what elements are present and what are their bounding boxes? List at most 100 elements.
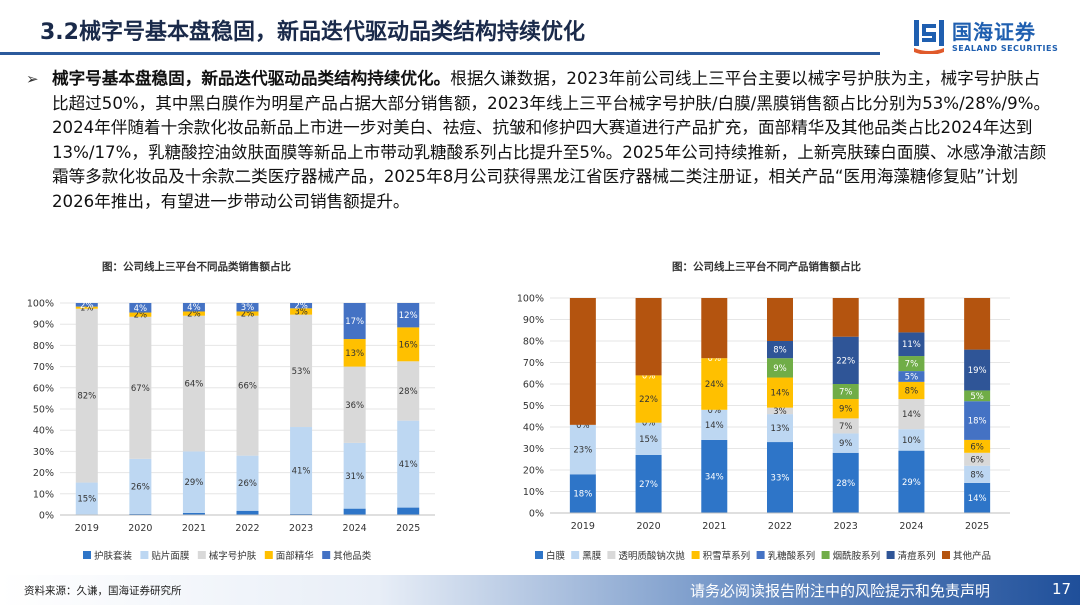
legend-swatch	[197, 551, 206, 559]
data-label: 4%	[187, 303, 201, 313]
legend-label: 透明质酸钠次抛	[618, 550, 685, 562]
data-label: 33%	[771, 474, 790, 484]
data-label: 2%	[294, 302, 308, 312]
bar-segment	[129, 316, 152, 459]
x-tick-label: 2021	[702, 521, 726, 532]
y-tick-label: 80%	[523, 337, 544, 348]
data-label: 6%	[970, 442, 984, 452]
y-tick-label: 20%	[33, 468, 54, 479]
paragraph-body: 根据久谦数据，2023年前公司线上三平台主要以械字号护肤为主，械字号护肤占比超过…	[52, 69, 1051, 211]
data-label: 18%	[573, 490, 592, 500]
legend-label: 积雪草系列	[703, 550, 751, 562]
source-note: 资料来源：久谦，国海证券研究所	[24, 585, 182, 597]
y-tick-label: 90%	[33, 320, 54, 331]
data-label: 26%	[131, 482, 150, 492]
data-label: 14%	[771, 389, 790, 399]
data-label: 66%	[238, 382, 257, 392]
x-tick-label: 2022	[768, 521, 792, 532]
data-label: 4%	[134, 304, 148, 314]
bar-segment	[236, 315, 259, 456]
bar-segment	[701, 358, 728, 410]
legend-swatch	[607, 551, 616, 559]
sealand-logo-icon	[914, 20, 944, 54]
x-tick-label: 2025	[396, 523, 420, 534]
arrow-right-icon: ➢	[26, 70, 39, 88]
bar-segment	[898, 298, 925, 333]
bar-segment	[635, 454, 662, 513]
chart1-title: 图：公司线上三平台不同品类销售额占比	[102, 261, 291, 273]
data-label: 26%	[238, 479, 257, 489]
y-tick-label: 20%	[523, 466, 544, 477]
bar-segment	[767, 442, 793, 513]
data-label: 14%	[705, 421, 724, 431]
bar-segment	[832, 399, 859, 419]
data-label: 18%	[968, 417, 987, 427]
y-tick-label: 70%	[523, 358, 544, 369]
data-label: 82%	[77, 392, 96, 402]
data-label: 2%	[241, 310, 255, 320]
legend-swatch	[942, 551, 950, 559]
bar-segment	[569, 424, 596, 475]
data-label: 41%	[292, 466, 311, 476]
x-tick-label: 2019	[75, 523, 99, 534]
bar-segment	[236, 510, 259, 515]
bar-segment	[343, 366, 366, 443]
data-label: 41%	[399, 460, 418, 470]
data-label: 22%	[639, 395, 658, 405]
data-label: 0%	[576, 421, 590, 431]
x-tick-label: 2023	[289, 523, 313, 534]
bar-segment	[964, 439, 991, 453]
data-label: 15%	[639, 435, 658, 445]
bar-segment	[964, 390, 991, 402]
disclaimer-text: 请务必阅读报告附注中的风险提示和免责声明	[690, 582, 991, 600]
bar-segment	[964, 349, 991, 391]
bar-segment	[75, 482, 98, 515]
bar-segment	[898, 381, 925, 400]
legend-label: 烟酰胺系列	[833, 550, 881, 562]
legend-swatch	[886, 551, 895, 559]
bar-segment	[832, 298, 859, 337]
data-label: 9%	[773, 364, 787, 374]
bar-segment	[290, 303, 313, 309]
bar-segment	[964, 452, 991, 466]
bar-segment	[182, 303, 205, 312]
data-label: 28%	[836, 479, 855, 489]
x-tick-label: 2024	[899, 521, 923, 532]
data-label: 29%	[184, 478, 203, 488]
legend-swatch	[571, 551, 580, 559]
bar-segment	[964, 482, 991, 513]
data-label: 31%	[345, 472, 364, 482]
bar-segment	[569, 474, 596, 513]
brand-name-cn: 国海证券	[952, 20, 1036, 44]
bar-segment	[397, 303, 420, 328]
bar-segment	[898, 450, 925, 513]
data-label: 27%	[639, 480, 658, 490]
legend-label: 黑膜	[582, 551, 602, 562]
bar-segment	[701, 439, 728, 513]
data-label: 14%	[902, 410, 921, 420]
bar-segment	[898, 332, 925, 357]
data-label: 22%	[836, 356, 855, 366]
data-label: 1%	[80, 304, 94, 314]
y-tick-label: 30%	[523, 444, 544, 455]
bar-segment	[397, 507, 420, 515]
data-label: 0%	[642, 419, 656, 429]
legend-label: 械字号护肤	[209, 550, 257, 562]
data-label: 10%	[902, 436, 921, 446]
bar-segment	[964, 465, 991, 483]
data-label: 8%	[773, 346, 787, 356]
data-label: 24%	[705, 380, 724, 390]
legend-swatch	[691, 551, 700, 559]
legend-label: 其他品类	[333, 550, 372, 562]
bar-segment	[767, 407, 793, 415]
bar-segment	[569, 298, 596, 425]
bar-segment	[290, 314, 313, 428]
paragraph-lead: 械字号基本盘稳固，新品迭代驱动品类结构持续优化。	[52, 69, 451, 88]
bar-segment	[832, 336, 859, 384]
bar-segment	[343, 508, 366, 515]
x-tick-label: 2020	[636, 521, 660, 532]
data-label: 8%	[905, 386, 919, 396]
bar-segment	[343, 442, 366, 509]
data-label: 64%	[184, 380, 203, 390]
title-divider	[0, 52, 880, 55]
